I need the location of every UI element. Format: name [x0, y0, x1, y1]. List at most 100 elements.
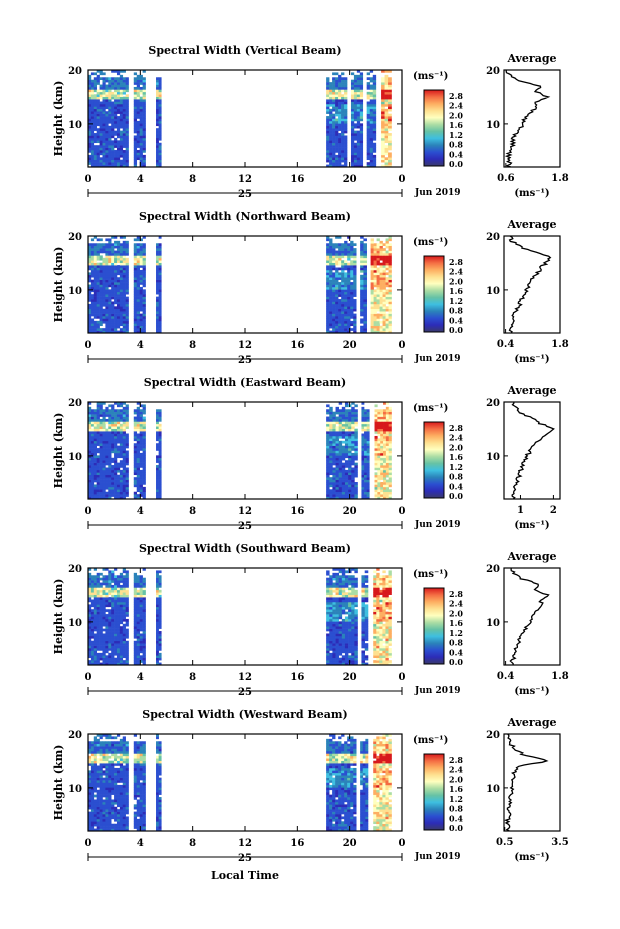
- x-tick-label: 20: [343, 506, 357, 517]
- x-tick-label: 0: [399, 506, 406, 517]
- colorbar-tick-label: 1.2: [449, 462, 463, 472]
- avg-profile-line: [508, 235, 552, 334]
- colorbar: [423, 753, 445, 831]
- x-tick-label: 8: [189, 838, 196, 849]
- colorbar: [423, 587, 445, 665]
- y-tick-label: 10: [68, 784, 82, 795]
- panel-1: Spectral Width (Vertical Beam)2010Height…: [52, 44, 569, 200]
- x-tick-label: 8: [189, 340, 196, 351]
- colorbar-tick-label: 2.8: [449, 257, 463, 267]
- avg-y-tick-label: 20: [486, 398, 500, 409]
- day-label: 25: [238, 521, 252, 532]
- avg-y-tick-label: 10: [486, 452, 500, 463]
- date-label: Jun 2019: [414, 520, 461, 530]
- x-tick-label: 4: [137, 174, 144, 185]
- avg-y-tick-label: 20: [486, 564, 500, 575]
- x-tick-label: 12: [238, 340, 252, 351]
- avg-profile-line: [504, 733, 549, 832]
- panel-4: Spectral Width (Southward Beam)2010Heigh…: [52, 542, 569, 698]
- panel-5: Spectral Width (Westward Beam)2010Height…: [52, 708, 569, 864]
- avg-frame: [503, 401, 561, 500]
- avg-y-tick-label: 20: [486, 232, 500, 243]
- avg-x-label: (ms⁻¹): [514, 354, 549, 365]
- avg-x-label: (ms⁻¹): [514, 520, 549, 531]
- colorbar-tick-label: 2.0: [449, 774, 463, 784]
- colorbar-tick-label: 2.4: [449, 599, 463, 609]
- colorbar-tick-label: 2.0: [449, 608, 463, 618]
- x-tick-label: 12: [238, 174, 252, 185]
- x-tick-label: 4: [137, 672, 144, 683]
- x-tick-label: 8: [189, 672, 196, 683]
- y-tick-label: 20: [68, 66, 82, 77]
- avg-x-tick-label: 3.5: [551, 837, 568, 848]
- date-label: Jun 2019: [414, 188, 461, 198]
- y-axis-label: Height (km): [52, 413, 65, 489]
- colorbar-tick-label: 0.8: [449, 306, 463, 316]
- x-tick-label: 16: [290, 838, 304, 849]
- colorbar-tick-label: 2.0: [449, 276, 463, 286]
- day-label: 25: [238, 853, 252, 864]
- colorbar-title: (ms⁻¹): [413, 569, 448, 580]
- avg-y-tick-label: 20: [486, 730, 500, 741]
- avg-frame: [503, 733, 561, 832]
- heatmap-cells: [88, 568, 392, 666]
- avg-profile-line: [504, 69, 551, 168]
- avg-x-tick-label: 1.8: [551, 339, 568, 350]
- avg-profile-line: [509, 567, 550, 666]
- panel-title: Spectral Width (Northward Beam): [139, 210, 351, 223]
- colorbar-tick-label: 0.0: [449, 823, 463, 833]
- avg-x-label: (ms⁻¹): [514, 852, 549, 863]
- avg-title: Average: [506, 550, 556, 563]
- avg-x-tick-label: 1: [517, 505, 524, 516]
- colorbar-tick-label: 0.4: [449, 647, 463, 657]
- x-tick-label: 0: [399, 672, 406, 683]
- day-label: 25: [238, 189, 252, 200]
- colorbar-tick-label: 1.2: [449, 794, 463, 804]
- avg-x-label: (ms⁻¹): [514, 686, 549, 697]
- y-tick-label: 10: [68, 452, 82, 463]
- colorbar-tick-label: 2.8: [449, 91, 463, 101]
- avg-x-tick-label: 2: [550, 505, 557, 516]
- avg-x-label: (ms⁻¹): [514, 188, 549, 199]
- colorbar: [423, 89, 445, 167]
- colorbar-tick-label: 2.8: [449, 755, 463, 765]
- avg-x-tick-label: 1.8: [551, 173, 568, 184]
- colorbar-tick-label: 1.2: [449, 628, 463, 638]
- colorbar-tick-label: 1.6: [449, 452, 463, 462]
- colorbar-tick-label: 1.6: [449, 286, 463, 296]
- x-tick-label: 12: [238, 672, 252, 683]
- colorbar-title: (ms⁻¹): [413, 735, 448, 746]
- x-tick-label: 16: [290, 506, 304, 517]
- x-tick-label: 20: [343, 174, 357, 185]
- avg-frame: [503, 235, 561, 334]
- colorbar-tick-label: 0.8: [449, 638, 463, 648]
- x-tick-label: 12: [238, 506, 252, 517]
- x-tick-label: 16: [290, 672, 304, 683]
- x-axis-label: Local Time: [211, 869, 279, 882]
- x-tick-label: 4: [137, 838, 144, 849]
- colorbar-tick-label: 0.4: [449, 481, 463, 491]
- colorbar-tick-label: 2.4: [449, 267, 463, 277]
- avg-y-tick-label: 10: [486, 784, 500, 795]
- heatmap-cells: [88, 402, 392, 500]
- day-label: 25: [238, 687, 252, 698]
- y-tick-label: 20: [68, 564, 82, 575]
- day-label: 25: [238, 355, 252, 366]
- y-axis-label: Height (km): [52, 247, 65, 323]
- y-tick-label: 10: [68, 120, 82, 131]
- y-tick-label: 10: [68, 618, 82, 629]
- colorbar: [423, 421, 445, 499]
- y-tick-label: 20: [68, 232, 82, 243]
- panel-2: Spectral Width (Northward Beam)2010Heigh…: [52, 210, 569, 366]
- colorbar-tick-label: 2.8: [449, 589, 463, 599]
- x-tick-label: 0: [399, 838, 406, 849]
- avg-profile-line: [511, 401, 555, 500]
- colorbar-tick-label: 2.4: [449, 101, 463, 111]
- colorbar-tick-label: 0.4: [449, 315, 463, 325]
- x-tick-label: 0: [399, 340, 406, 351]
- avg-x-tick-label: 0.5: [496, 837, 513, 848]
- colorbar-tick-label: 0.4: [449, 149, 463, 159]
- panel-title: Spectral Width (Eastward Beam): [144, 376, 346, 389]
- heatmap-cells: [88, 236, 392, 334]
